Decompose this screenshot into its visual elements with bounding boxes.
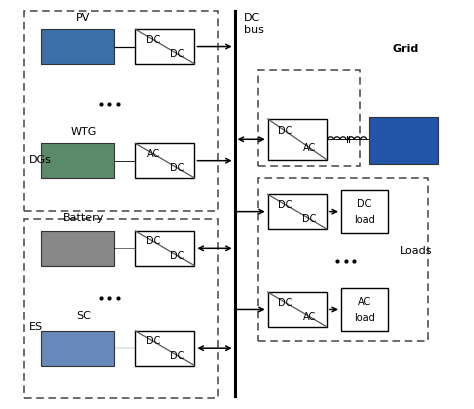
Text: Grid: Grid	[393, 44, 419, 54]
Text: Battery: Battery	[63, 213, 104, 223]
Bar	[341, 190, 388, 233]
Text: ES: ES	[29, 322, 43, 332]
Text: load: load	[354, 313, 375, 323]
Text: DC: DC	[357, 199, 372, 209]
Bar	[41, 231, 114, 265]
Text: DC: DC	[278, 126, 292, 136]
Bar	[41, 29, 114, 64]
Bar	[268, 194, 327, 229]
Bar	[41, 144, 114, 178]
Text: WTG: WTG	[70, 127, 97, 137]
Text: DC
bus: DC bus	[244, 13, 264, 35]
Bar	[268, 119, 327, 160]
Bar	[268, 292, 327, 327]
Bar	[41, 331, 114, 366]
Text: DC: DC	[170, 49, 184, 59]
Bar	[369, 117, 438, 164]
Text: DC: DC	[278, 200, 292, 210]
Text: DC: DC	[170, 251, 184, 261]
Bar	[136, 144, 194, 178]
Text: DC: DC	[302, 214, 316, 224]
Text: AC: AC	[302, 312, 316, 322]
Bar	[341, 288, 388, 331]
Bar	[258, 70, 360, 166]
Text: DGs: DGs	[29, 155, 52, 165]
Text: AC: AC	[146, 149, 160, 159]
Text: AC: AC	[358, 297, 371, 307]
Text: Loads: Loads	[400, 246, 433, 256]
Bar	[136, 331, 194, 366]
Bar	[136, 231, 194, 265]
Text: SC: SC	[76, 311, 91, 321]
Text: DC: DC	[146, 236, 160, 246]
Bar	[24, 219, 218, 398]
Text: DC: DC	[146, 336, 160, 346]
Text: DC: DC	[146, 35, 160, 45]
Text: PV: PV	[76, 13, 91, 23]
Text: DC: DC	[170, 163, 184, 173]
Bar	[24, 11, 218, 211]
Bar	[136, 29, 194, 64]
Text: load: load	[354, 215, 375, 225]
Text: DC: DC	[170, 351, 184, 361]
Bar	[258, 178, 428, 341]
Text: DC: DC	[278, 297, 292, 308]
Text: AC: AC	[302, 143, 316, 153]
